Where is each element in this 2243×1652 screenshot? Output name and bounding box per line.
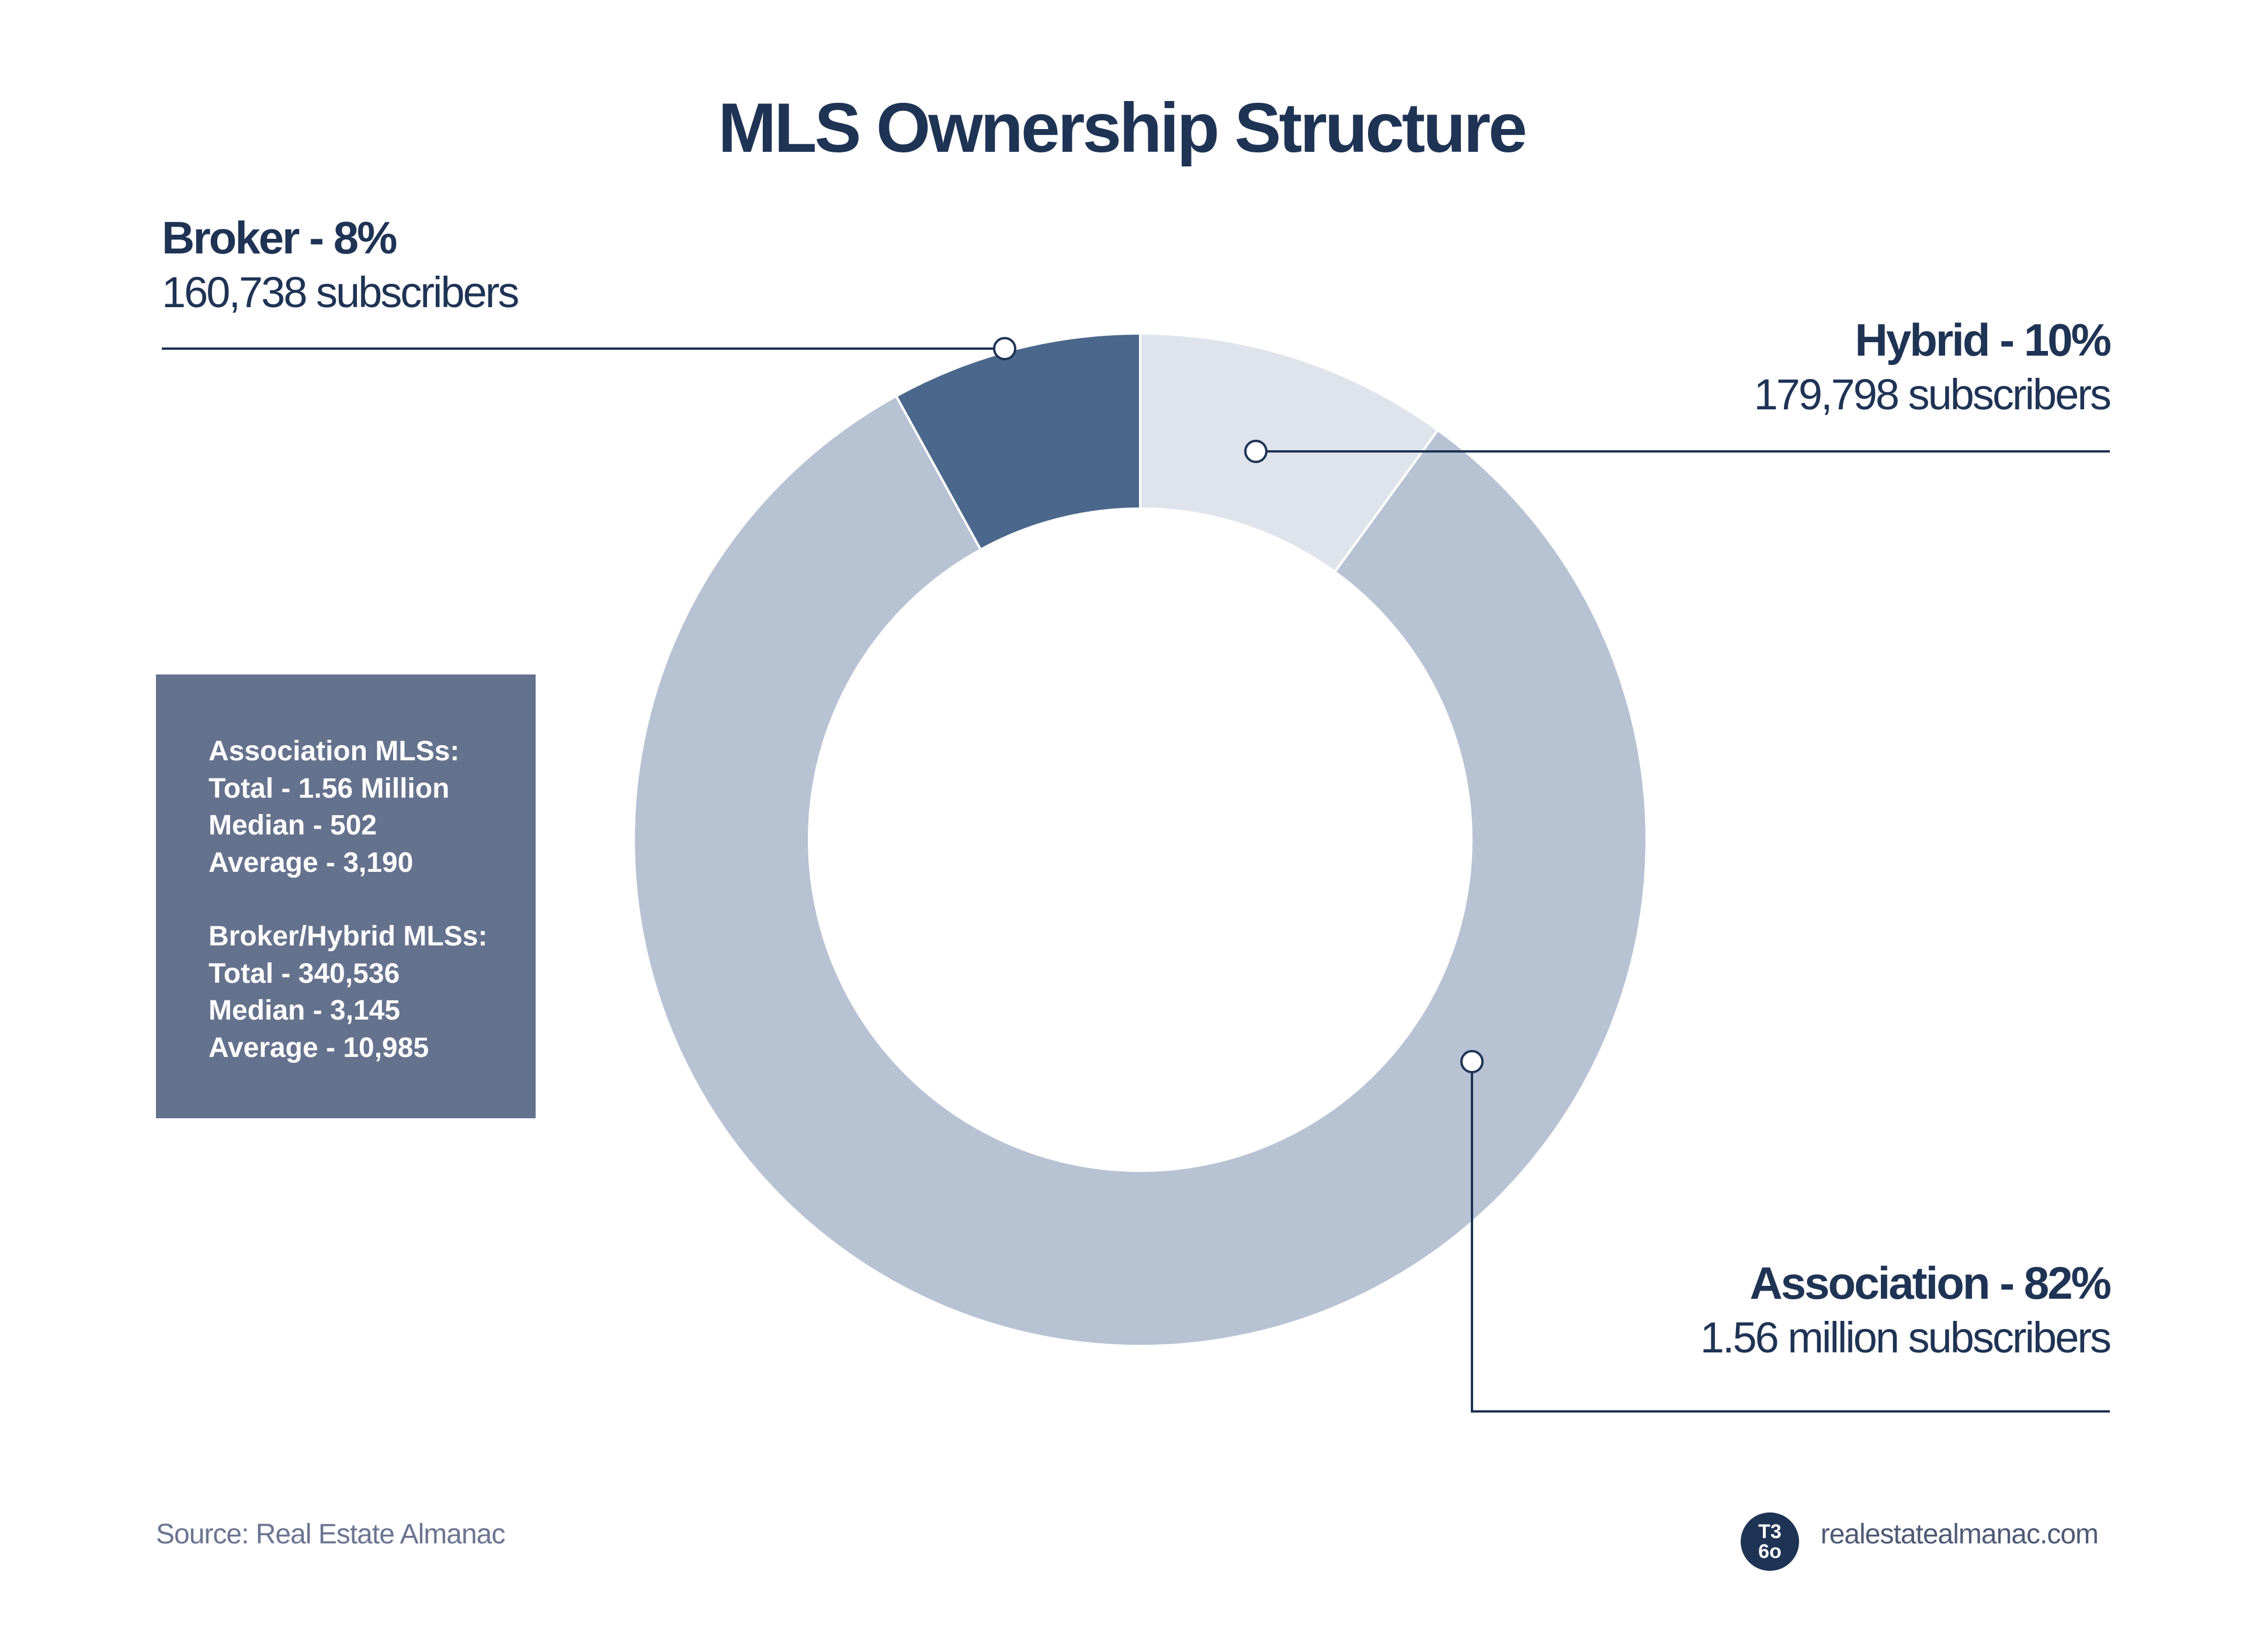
broker-hybrid-stats-total: Total - 340,536 [209,958,400,989]
logo-bottom-text: 6o [1758,1540,1782,1563]
t360-logo: T3 6o [1741,1512,1799,1571]
broker-hybrid-stats: Broker/Hybrid MLSs: Total - 340,536 Medi… [209,918,536,1066]
hybrid-label: Hybrid - 10% 179,798 subscribers [1754,312,2112,422]
leader-marker-hybrid [1244,440,1268,463]
broker-hybrid-stats-heading: Broker/Hybrid MLSs: [209,921,488,952]
association-stats-average: Average - 3,190 [209,847,414,878]
hybrid-label-title: Hybrid - 10% [1855,314,2112,366]
association-stats-heading: Association MLSs: [209,736,460,767]
logo-top-text: T3 [1758,1521,1782,1543]
association-stats: Association MLSs: Total - 1.56 Million M… [209,733,536,881]
broker-label-subscribers: 160,738 subscribers [162,268,519,317]
slice-association [633,394,1648,1347]
association-label-subscribers: 1.56 million subscribers [1700,1313,2112,1362]
chart-title: MLS Ownership Structure [718,89,1527,167]
slice-broker [894,332,1141,551]
broker-label-title: Broker - 8% [162,212,398,263]
leader-marker-association [1460,1050,1484,1073]
leader-marker-broker [993,337,1016,360]
association-label: Association - 82% 1.56 million subscribe… [1700,1255,2112,1365]
association-label-title: Association - 82% [1749,1257,2112,1309]
hybrid-label-subscribers: 179,798 subscribers [1754,370,2112,419]
site-link[interactable]: realestatealmanac.com [1820,1519,2099,1550]
association-stats-median: Median - 502 [209,810,377,841]
broker-hybrid-stats-average: Average - 10,985 [209,1032,429,1063]
stats-box: Association MLSs: Total - 1.56 Million M… [156,674,536,1118]
source-note: Source: Real Estate Almanac [156,1519,505,1550]
slice-hybrid [1139,332,1440,574]
leader-line-association [1471,1062,2110,1413]
association-stats-total: Total - 1.56 Million [209,773,450,804]
broker-label: Broker - 8% 160,738 subscribers [162,210,519,320]
broker-hybrid-stats-median: Median - 3,145 [209,995,401,1026]
